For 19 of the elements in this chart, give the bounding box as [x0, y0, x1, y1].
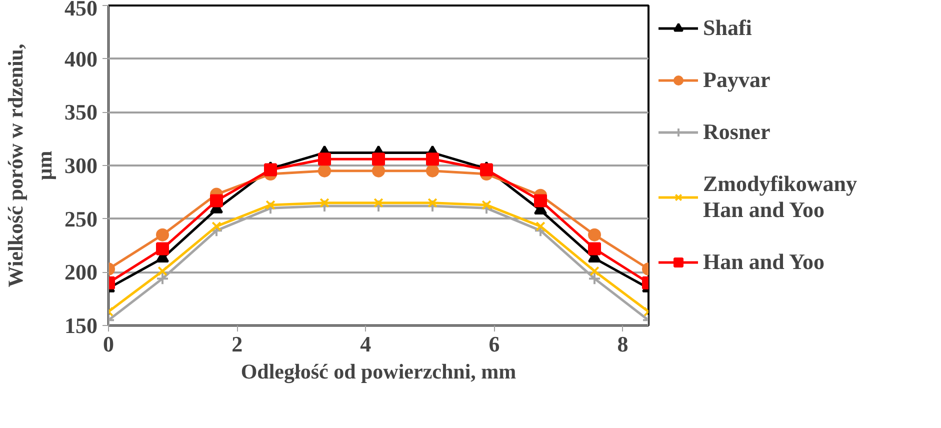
x-tick-label: 2	[232, 332, 243, 356]
y-tick-label: 400	[64, 46, 98, 72]
y-tick-label: 150	[64, 313, 98, 338]
legend-label: Han and Yoo	[703, 249, 824, 275]
y-tick-label: 300	[64, 153, 98, 178]
x-tick-label: 0	[103, 332, 114, 356]
x-tick-label: 6	[488, 332, 500, 356]
y-tick-label: 200	[64, 260, 98, 285]
y-tick-label: 250	[64, 206, 98, 232]
legend-label: Rosner	[703, 119, 770, 145]
y-axis-title: Wielkość porów w rdzeniu, µm	[4, 44, 56, 288]
x-tick-label: 4	[360, 332, 372, 356]
x-tick-label: 8	[617, 332, 628, 356]
legend-label: Payvar	[703, 67, 770, 93]
y-tick-label: 450	[64, 0, 98, 20]
legend-label: Shafi	[703, 15, 752, 41]
x-axis-title: Odległość od powierzchni, mm	[240, 360, 517, 384]
y-tick-label: 350	[64, 100, 98, 125]
legend-label: Zmodyfikowany Han and Yoo	[703, 171, 858, 223]
